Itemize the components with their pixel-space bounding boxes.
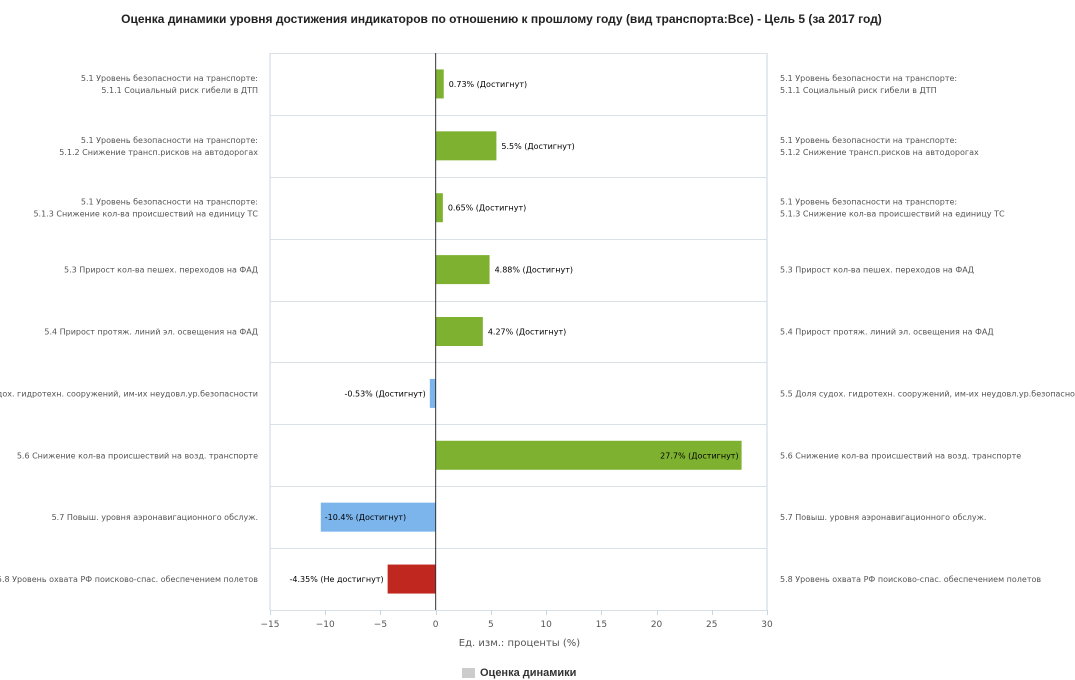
x-tick-label: 30 <box>761 620 773 630</box>
legend-swatch <box>462 668 475 678</box>
data-label: -10.4% (Достигнут) <box>325 513 406 522</box>
category-label-right: 5.6 Снижение кол-ва происшествий на возд… <box>780 451 1021 460</box>
category-label-left: 5.6 Снижение кол-ва происшествий на возд… <box>17 451 258 460</box>
x-tick-label: −10 <box>316 620 335 630</box>
data-label: 4.88% (Достигнут) <box>495 266 573 275</box>
x-tick-label: 0 <box>433 620 439 630</box>
bar[interactable] <box>387 564 436 594</box>
legend[interactable]: Оценка динамики <box>462 666 576 680</box>
data-label: -0.53% (Достигнут) <box>344 389 425 398</box>
x-tick-label: 25 <box>706 620 717 630</box>
category-label-left: 5.4 Прирост протяж. линий эл. освещения … <box>44 328 258 337</box>
bar[interactable] <box>320 502 436 532</box>
data-label: 27.7% (Достигнут) <box>660 451 738 460</box>
x-tick-label: 20 <box>651 620 663 630</box>
category-label-right: 5.1.2 Снижение трансп.рисков на автодоро… <box>780 148 979 157</box>
bar-chart: 0.73% (Достигнут) 5.1 Уровень безопасност… <box>0 53 1075 649</box>
chart-title: Оценка динамики уровня достижения индика… <box>121 12 882 26</box>
data-label: 0.73% (Достигнут) <box>449 80 527 89</box>
bar[interactable] <box>435 440 742 470</box>
data-label: -4.35% (Не достигнут) <box>290 575 384 584</box>
category-label-right: 5.1 Уровень безопасности на транспорте: <box>780 198 957 207</box>
category-label-right: 5.1 Уровень безопасности на транспорте: <box>780 136 957 145</box>
bar[interactable] <box>435 193 443 223</box>
category-label-right: 5.8 Уровень охвата РФ поисково-спас. обе… <box>780 575 1041 584</box>
category-label-left: 5.5 Доля судох. гидротехн. сооружений, и… <box>0 389 258 398</box>
legend-label: Оценка динамики <box>480 667 577 679</box>
bar[interactable] <box>435 317 483 346</box>
category-label-left: 5.7 Повыш. уровня аэронавигационного обс… <box>52 513 258 522</box>
category-label-right: 5.7 Повыш. уровня аэронавигационного обс… <box>780 513 986 522</box>
x-tick-label: 10 <box>540 620 552 630</box>
category-label-left: 5.1 Уровень безопасности на транспорте: <box>81 198 258 207</box>
x-tick-label: −5 <box>374 620 387 630</box>
category-label-right: 5.5 Доля судох. гидротехн. сооружений, и… <box>780 389 1075 398</box>
category-label-right: 5.4 Прирост протяж. линий эл. освещения … <box>780 328 994 337</box>
bar[interactable] <box>435 255 490 285</box>
data-label: 0.65% (Достигнут) <box>448 204 526 213</box>
x-tick-label: 15 <box>596 620 607 630</box>
category-label-left: 5.1 Уровень безопасности на транспорте: <box>81 136 258 145</box>
bar[interactable] <box>435 69 444 99</box>
data-label: 5.5% (Достигнут) <box>501 142 574 151</box>
x-tick-label: 5 <box>488 620 494 630</box>
x-tick-label: −15 <box>261 620 280 630</box>
x-axis-title: Ед. изм.: проценты (%) <box>459 638 580 649</box>
category-label-left: 5.3 Прирост кол-ва пешех. переходов на Ф… <box>64 266 258 275</box>
category-label-left: 5.8 Уровень охвата РФ поисково-спас. обе… <box>0 575 258 584</box>
bar[interactable] <box>435 131 497 161</box>
category-label-left: 5.1.3 Снижение кол-ва происшествий на ед… <box>33 210 258 219</box>
category-label-right: 5.1.3 Снижение кол-ва происшествий на ед… <box>780 210 1005 219</box>
category-label-left: 5.1.1 Социальный риск гибели в ДТП <box>101 86 258 95</box>
category-label-right: 5.3 Прирост кол-ва пешех. переходов на Ф… <box>780 266 974 275</box>
category-label-right: 5.1 Уровень безопасности на транспорте: <box>780 74 957 83</box>
bar[interactable] <box>429 378 436 408</box>
category-label-left: 5.1.2 Снижение трансп.рисков на автодоро… <box>59 148 258 157</box>
category-label-left: 5.1 Уровень безопасности на транспорте: <box>81 74 258 83</box>
category-label-right: 5.1.1 Социальный риск гибели в ДТП <box>780 86 937 95</box>
data-label: 4.27% (Достигнут) <box>488 328 566 337</box>
